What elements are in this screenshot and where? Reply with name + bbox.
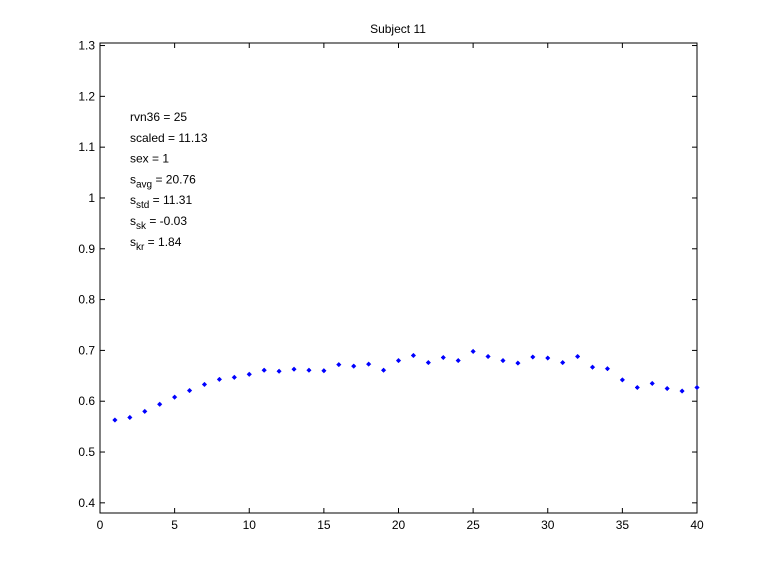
data-point <box>142 408 148 415</box>
data-point <box>470 348 476 355</box>
data-point <box>694 384 700 391</box>
annotation-line: rvn36 = 25 <box>130 110 187 124</box>
data-point <box>127 414 133 421</box>
data-point <box>171 394 178 400</box>
y-tick-label: 0.5 <box>78 445 95 459</box>
data-point <box>336 361 342 368</box>
data-point <box>545 355 551 361</box>
annotation-subscript: kr <box>136 242 145 253</box>
data-point <box>560 359 566 366</box>
data-point <box>380 367 387 373</box>
data-point <box>201 381 208 388</box>
y-tick-label: 0.9 <box>78 242 95 256</box>
y-tick-label: 1.1 <box>78 140 95 154</box>
y-tick-label: 1.3 <box>78 39 95 53</box>
data-point <box>664 385 670 392</box>
data-point <box>112 417 118 423</box>
y-axis: 0.4 0.5 0.6 0.7 0.8 0.9 1 1.1 1.2 1.3 <box>78 39 697 510</box>
annotation-value: = 25 <box>160 110 187 124</box>
annotation-subscript: avg <box>136 179 152 190</box>
annotation-line: skr = 1.84 <box>130 235 182 253</box>
x-tick-label: 20 <box>392 518 406 532</box>
annotation-base: s <box>130 172 136 186</box>
data-point <box>246 371 252 377</box>
annotation-value: = 1.84 <box>144 235 181 249</box>
y-tick-label: 0.8 <box>78 293 95 307</box>
y-tick-label: 0.4 <box>78 496 95 510</box>
data-point <box>306 367 312 373</box>
annotation-line: ssk = -0.03 <box>130 214 187 232</box>
x-tick-label: 5 <box>171 518 178 532</box>
y-tick-label: 1 <box>88 191 95 205</box>
data-point <box>515 360 521 366</box>
annotation-line: sex = 1 <box>130 152 169 166</box>
data-point <box>186 387 193 394</box>
data-point <box>157 401 163 407</box>
x-tick-label: 15 <box>317 518 331 532</box>
data-point <box>574 353 581 360</box>
x-tick-label: 40 <box>690 518 704 532</box>
data-point <box>530 354 536 360</box>
data-point <box>634 384 640 391</box>
x-tick-label: 10 <box>243 518 257 532</box>
data-point <box>395 357 402 364</box>
annotation-line: sstd = 11.31 <box>130 193 192 211</box>
data-point <box>500 357 506 364</box>
annotation-subscript: sk <box>136 221 147 232</box>
data-point <box>485 353 491 360</box>
annotation-base: s <box>130 193 136 207</box>
annotation-value: = 20.76 <box>152 172 196 186</box>
x-tick-label: 25 <box>466 518 480 532</box>
data-point <box>276 368 282 374</box>
annotation-value: = 11.13 <box>165 131 208 145</box>
x-tick-label: 35 <box>616 518 630 532</box>
annotation-line: scaled = 11.13 <box>130 131 208 145</box>
data-point <box>604 366 611 372</box>
plot-area <box>99 42 698 514</box>
annotation-value: = 1 <box>149 152 170 166</box>
annotation-base: rvn36 <box>130 110 160 124</box>
annotation-base: sex <box>130 152 149 166</box>
annotation-subscript: std <box>136 200 149 211</box>
annotation-base: scaled <box>130 131 165 145</box>
chart-title: Subject 11 <box>370 22 426 36</box>
annotation-value: = 11.31 <box>149 193 192 207</box>
data-point <box>425 359 432 366</box>
x-tick-label: 30 <box>541 518 555 532</box>
data-point <box>231 374 237 380</box>
y-tick-label: 0.7 <box>78 343 95 357</box>
x-axis: 0 5 10 15 20 25 30 35 40 <box>97 43 704 532</box>
y-tick-label: 0.6 <box>78 394 95 408</box>
data-point <box>291 366 297 372</box>
data-point <box>351 363 357 369</box>
data-point <box>321 368 327 374</box>
y-tick-label: 1.2 <box>78 89 95 103</box>
annotation-value: = -0.03 <box>146 214 187 228</box>
data-point <box>365 361 372 367</box>
annotation-base: s <box>130 235 136 249</box>
x-tick-label: 0 <box>97 518 104 532</box>
data-point <box>440 354 446 361</box>
data-point <box>410 352 417 359</box>
data-point <box>679 388 685 394</box>
annotation-line: savg = 20.76 <box>130 172 196 190</box>
annotation-base: s <box>130 214 136 228</box>
data-point <box>619 377 626 383</box>
data-point <box>261 367 267 373</box>
data-point <box>589 364 596 370</box>
data-point <box>649 380 655 387</box>
data-point <box>216 376 223 383</box>
data-point <box>455 357 461 364</box>
data-series <box>112 348 700 423</box>
